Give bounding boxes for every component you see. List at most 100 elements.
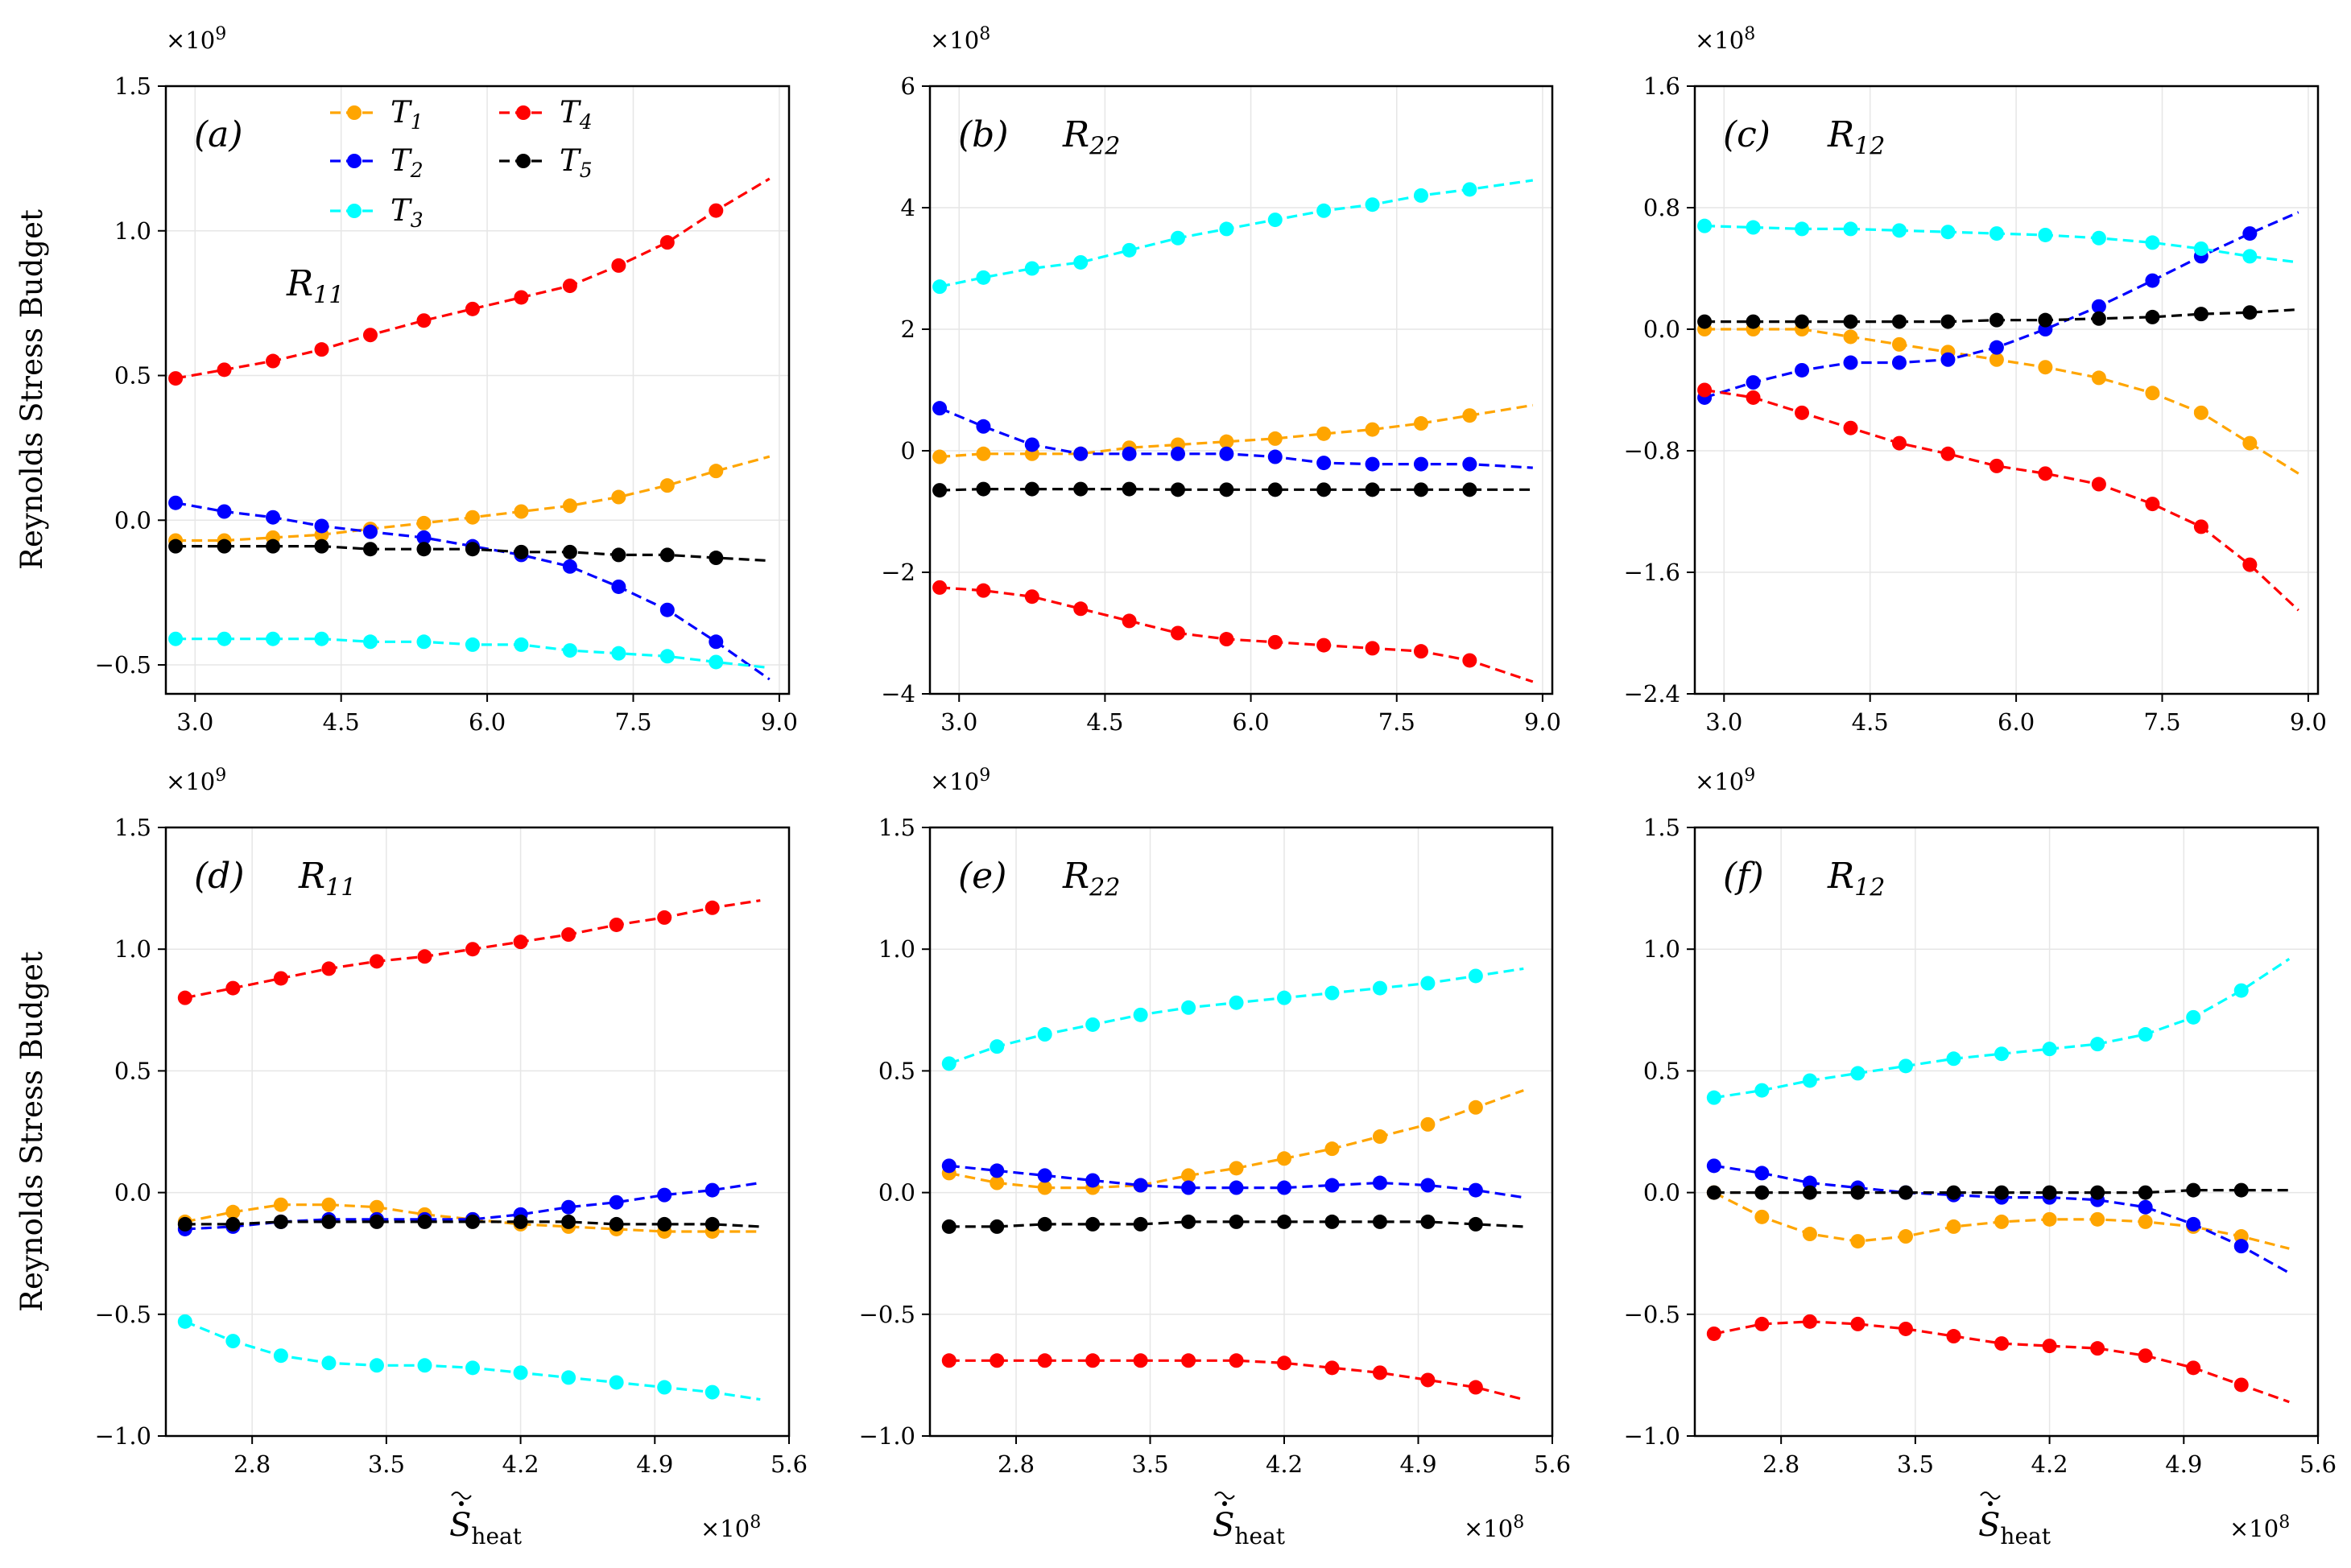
data-point-T3 bbox=[1085, 1017, 1101, 1032]
data-point-T4 bbox=[362, 328, 378, 343]
data-point-T3 bbox=[1468, 968, 1483, 984]
series-line-T1 bbox=[176, 455, 771, 543]
data-point-T3 bbox=[941, 1056, 957, 1071]
data-point-T2 bbox=[1413, 456, 1428, 472]
series-T4 bbox=[1706, 1314, 2290, 1404]
data-point-T5 bbox=[1994, 1185, 2010, 1200]
series-T2 bbox=[1697, 211, 2299, 405]
x-multiplier-exp: 8 bbox=[1513, 1512, 1524, 1533]
data-point-T2 bbox=[1372, 1175, 1387, 1190]
y-tick-label: 2 bbox=[901, 316, 915, 343]
data-point-T2 bbox=[611, 579, 626, 594]
data-point-T3 bbox=[1229, 995, 1244, 1010]
data-point-T5 bbox=[1697, 314, 1713, 329]
series-T2 bbox=[941, 1158, 1524, 1199]
y-multiplier-exp: 8 bbox=[1744, 24, 1755, 44]
panel-label: (c) bbox=[1723, 114, 1770, 155]
data-point-T4 bbox=[314, 342, 329, 357]
y-multiplier-base: ×10 bbox=[930, 768, 979, 795]
data-point-T5 bbox=[609, 1216, 624, 1232]
data-point-T4 bbox=[1843, 420, 1858, 435]
data-point-T1 bbox=[1891, 336, 1907, 352]
data-point-T4 bbox=[217, 362, 232, 378]
data-point-T5 bbox=[1706, 1185, 1721, 1200]
y-tick-label: −2.4 bbox=[1624, 680, 1680, 708]
x-axis-label: Sheat bbox=[1978, 1492, 2051, 1549]
x-tick-label: 3.5 bbox=[1897, 1450, 1934, 1478]
data-point-T5 bbox=[611, 547, 626, 563]
data-point-T2 bbox=[659, 602, 675, 617]
data-point-T5 bbox=[1468, 1216, 1483, 1232]
legend-item-T2: T2 bbox=[330, 143, 424, 182]
panel-label: (a) bbox=[194, 114, 243, 155]
data-point-T1 bbox=[1365, 422, 1380, 437]
y-tick-label: 4 bbox=[901, 194, 915, 221]
series-line-T2 bbox=[175, 501, 771, 681]
data-point-T3 bbox=[657, 1380, 672, 1395]
data-point-T3 bbox=[465, 1360, 481, 1376]
data-point-T5 bbox=[1085, 1216, 1101, 1232]
data-point-T3 bbox=[1989, 226, 2004, 241]
data-point-T4 bbox=[1037, 1353, 1052, 1368]
data-point-T5 bbox=[1024, 481, 1039, 497]
data-point-T3 bbox=[369, 1358, 384, 1373]
y-tick-label: −1.6 bbox=[1624, 559, 1680, 586]
data-point-T4 bbox=[177, 990, 192, 1005]
legend-swatch-marker bbox=[516, 154, 531, 168]
data-point-T3 bbox=[1994, 1046, 2010, 1062]
data-point-T2 bbox=[2091, 299, 2106, 314]
x-axis-label-main: S bbox=[449, 1507, 471, 1544]
data-point-T5 bbox=[709, 551, 724, 566]
data-point-T5 bbox=[1795, 314, 1810, 329]
data-point-T3 bbox=[225, 1334, 241, 1349]
x-axis-label-sub: heat bbox=[1234, 1523, 1285, 1549]
data-point-T5 bbox=[225, 1216, 241, 1232]
data-point-T5 bbox=[314, 538, 329, 554]
data-point-T4 bbox=[932, 580, 948, 595]
data-point-T2 bbox=[362, 524, 378, 539]
data-point-T4 bbox=[2193, 519, 2208, 534]
panel-subtitle: R12 bbox=[1827, 114, 1885, 161]
x-multiplier-base: ×10 bbox=[700, 1515, 750, 1542]
x-multiplier-base: ×10 bbox=[2229, 1515, 2279, 1542]
data-point-T4 bbox=[976, 583, 991, 598]
series-T4 bbox=[1697, 382, 2299, 612]
data-point-T4 bbox=[2091, 477, 2106, 492]
data-point-T4 bbox=[1468, 1380, 1483, 1395]
data-point-T5 bbox=[976, 481, 991, 497]
data-point-T5 bbox=[321, 1214, 337, 1229]
data-point-T4 bbox=[1085, 1353, 1101, 1368]
data-point-T2 bbox=[704, 1182, 720, 1198]
series-line-T3 bbox=[948, 967, 1524, 1065]
legend-label: T4 bbox=[560, 95, 593, 134]
data-point-T1 bbox=[1989, 352, 2004, 367]
data-point-T3 bbox=[1462, 182, 1477, 197]
data-point-T4 bbox=[1746, 390, 1761, 405]
x-axis-label-text: Sheat bbox=[449, 1507, 523, 1549]
series-line-T4 bbox=[175, 177, 771, 380]
x-tick-label: 3.0 bbox=[176, 708, 213, 736]
y-tick-label: −2 bbox=[881, 559, 915, 586]
x-tick-label: 2.8 bbox=[233, 1450, 271, 1478]
x-tick-label: 9.0 bbox=[761, 708, 798, 736]
data-point-T4 bbox=[611, 258, 626, 273]
data-point-T5 bbox=[562, 544, 577, 559]
data-point-T3 bbox=[1316, 203, 1332, 218]
data-point-T5 bbox=[513, 1214, 528, 1229]
data-point-T2 bbox=[1267, 449, 1283, 464]
y-tick-label: 1.5 bbox=[114, 814, 151, 841]
data-point-T5 bbox=[1229, 1214, 1244, 1229]
legend-label-base: T bbox=[560, 95, 581, 130]
data-point-T2 bbox=[2233, 1239, 2249, 1254]
data-point-T4 bbox=[2042, 1339, 2057, 1354]
y-multiplier-exp: 9 bbox=[1744, 765, 1755, 786]
data-point-T5 bbox=[2090, 1185, 2105, 1200]
panel-subtitle-base: R bbox=[1062, 856, 1089, 897]
y-tick-label: 0.8 bbox=[1643, 194, 1680, 221]
legend-label-sub: 2 bbox=[410, 159, 424, 182]
y-tick-label: 0.0 bbox=[114, 1179, 151, 1207]
data-point-T5 bbox=[1746, 314, 1761, 329]
data-point-T3 bbox=[2090, 1037, 2105, 1052]
data-point-T2 bbox=[1219, 446, 1234, 461]
data-point-T1 bbox=[990, 1175, 1005, 1190]
